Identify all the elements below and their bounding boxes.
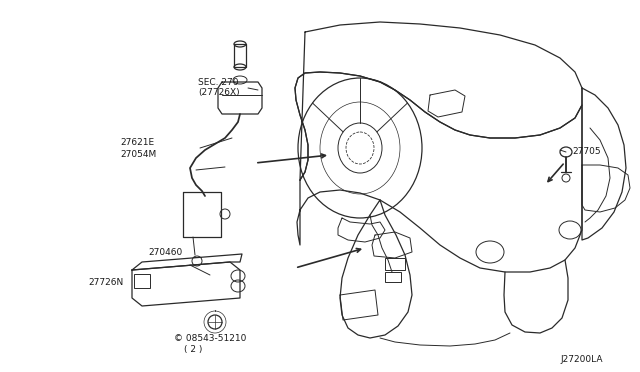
Bar (385, 258, 405, 270)
Bar (134, 274, 150, 288)
Text: (27726X): (27726X) (198, 88, 239, 97)
Text: 27726N: 27726N (88, 278, 124, 287)
Bar (385, 272, 401, 282)
Text: 27054M: 27054M (120, 150, 156, 159)
Text: 27705: 27705 (572, 147, 600, 156)
Text: © 08543-51210: © 08543-51210 (174, 334, 246, 343)
Text: J27200LA: J27200LA (560, 355, 602, 364)
Text: ( 2 ): ( 2 ) (184, 345, 202, 354)
Text: 27621E: 27621E (120, 138, 154, 147)
Text: SEC. 270: SEC. 270 (198, 78, 239, 87)
Text: 270460: 270460 (148, 248, 182, 257)
